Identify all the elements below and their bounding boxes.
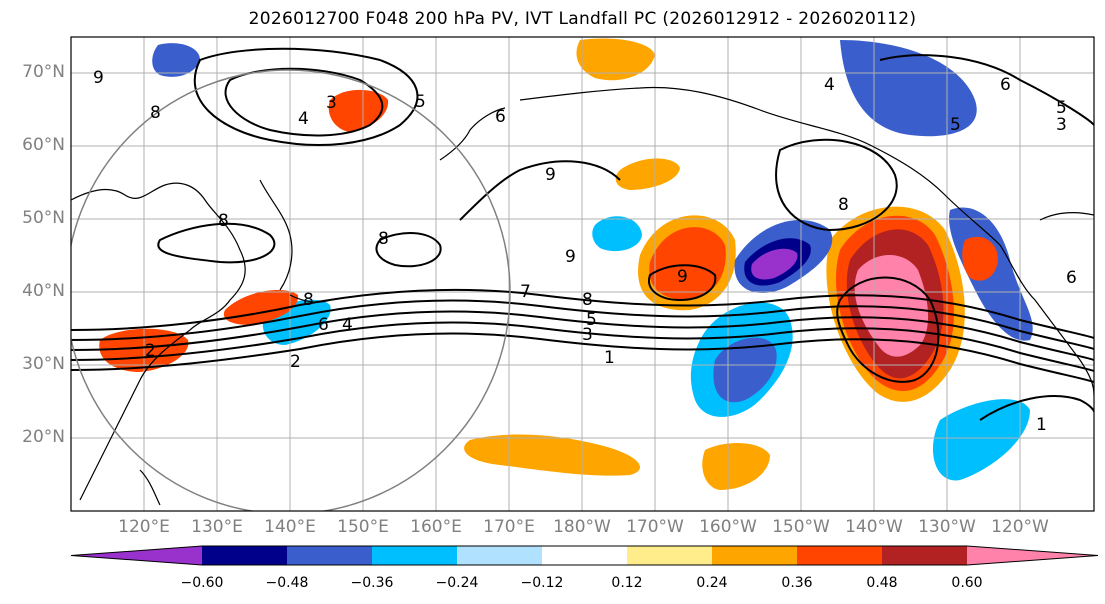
lat-label: 50°N	[22, 208, 65, 228]
colorbar-tick-label: −0.48	[265, 575, 309, 591]
pv-contour-label: 5	[415, 92, 426, 112]
colorbar-tick-label: 0.12	[611, 575, 643, 591]
pv-contour-label: 1	[604, 348, 615, 368]
colorbar-swatch	[627, 546, 712, 565]
pv-contour-label: 3	[1056, 115, 1067, 135]
pv-contour-label: 8	[838, 195, 849, 215]
colorbar-tick-label: 0.48	[866, 575, 898, 591]
pv-contour-label: 9	[565, 247, 576, 267]
pv-contour-label: 6	[495, 107, 506, 127]
pv-contour-label: 5	[1056, 98, 1067, 118]
lon-label: 130°W	[918, 517, 976, 537]
colorbar-tick-label: 0.24	[696, 575, 728, 591]
pv-contour-label: 4	[342, 315, 353, 335]
ivt-positive-region	[576, 38, 655, 81]
pv-contour-label: 6	[1000, 75, 1011, 95]
lon-label: 160°W	[699, 517, 757, 537]
pv-contour-label: 9	[93, 68, 104, 88]
pv-contour-label: 1	[1036, 415, 1047, 435]
colorbar-swatch	[457, 546, 542, 565]
lon-label: 120°E	[118, 517, 170, 537]
lat-label: 30°N	[22, 354, 65, 374]
colorbar-tick-label: −0.60	[180, 575, 224, 591]
ivt-negative-region	[932, 399, 1030, 481]
lat-label: 70°N	[22, 62, 65, 82]
ivt-negative-region	[592, 216, 642, 252]
map-title: 2026012700 F048 200 hPa PV, IVT Landfall…	[248, 9, 917, 29]
pv-contour-label: 6	[1066, 268, 1077, 288]
colorbar-swatch	[712, 546, 797, 565]
pv-contour-label: 6	[318, 315, 329, 335]
pv-contour-label: 3	[326, 93, 337, 113]
map-frame	[70, 36, 1095, 512]
lat-label: 60°N	[22, 135, 65, 155]
lon-label: 170°E	[483, 517, 535, 537]
ivt-negative-region	[751, 248, 798, 280]
ivt-positive-region	[464, 434, 640, 476]
colorbar-tick-label: −0.12	[520, 575, 564, 591]
pv-contour-label: 8	[303, 290, 314, 310]
colorbar-swatch	[882, 546, 967, 565]
pv-contour-label: 8	[378, 229, 389, 249]
pv-contour-label: 4	[824, 75, 835, 95]
pv-contour-label: 8	[150, 103, 161, 123]
colorbar-tick-label: 0.36	[781, 575, 813, 591]
lat-label: 20°N	[22, 427, 65, 447]
lon-label: 180°W	[553, 517, 611, 537]
lon-label: 120°W	[991, 517, 1049, 537]
colorbar-swatch-right-extend	[967, 546, 1098, 565]
colorbar-swatch	[797, 546, 882, 565]
lat-label: 40°N	[22, 281, 65, 301]
pv-contour-label-group: 9 8 4 3 8 6 8 8 9 4 6 5 3 8 7 8 5 3 2 1 …	[93, 68, 1077, 435]
ivt-negative-region	[152, 43, 200, 77]
ivt-positive-region	[962, 236, 998, 281]
pv-contour-label: 7	[520, 282, 531, 302]
pv-contour-label: 5	[586, 310, 597, 330]
pv-contour-label: 5	[950, 115, 961, 135]
colorbar-tick-label: 0.60	[951, 575, 983, 591]
colorbar-outline	[70, 545, 1099, 566]
lon-label: 150°W	[772, 517, 830, 537]
pv-contour-label: 8	[218, 211, 229, 231]
lon-label: 170°W	[626, 517, 684, 537]
lon-label: 130°E	[191, 517, 243, 537]
pv-contour-label: 3	[582, 325, 593, 345]
ivt-positive-region	[615, 158, 680, 190]
lon-label: 140°E	[264, 517, 316, 537]
colorbar-swatch	[202, 546, 287, 565]
colorbar-tick-label: −0.24	[435, 575, 479, 591]
colorbar-swatch-left-extend	[71, 546, 202, 565]
colorbar-swatch	[287, 546, 372, 565]
pv-contour-label: 8	[582, 290, 593, 310]
colorbar-swatch	[542, 546, 627, 565]
ivt-negative-region	[713, 337, 777, 403]
pv-contour-label: 2	[290, 352, 301, 372]
lon-label: 150°E	[337, 517, 389, 537]
range-circle	[71, 69, 511, 511]
ivt-positive-region	[649, 227, 726, 300]
pv-contour-label: 9	[677, 267, 688, 287]
pv-contour-label: 4	[298, 109, 309, 129]
lon-label: 140°W	[845, 517, 903, 537]
lon-label: 160°E	[410, 517, 462, 537]
pv-contour-label: 9	[545, 165, 556, 185]
colorbar-tick-label: −0.36	[350, 575, 394, 591]
pv-contour-label: 2	[145, 341, 156, 361]
colorbar-swatch	[372, 546, 457, 565]
pv-contours	[71, 47, 1094, 421]
ivt-positive-region	[702, 443, 770, 490]
